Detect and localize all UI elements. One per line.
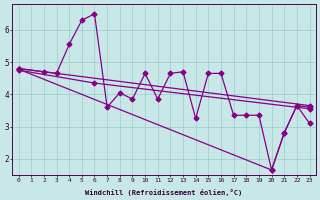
X-axis label: Windchill (Refroidissement éolien,°C): Windchill (Refroidissement éolien,°C) (85, 189, 243, 196)
